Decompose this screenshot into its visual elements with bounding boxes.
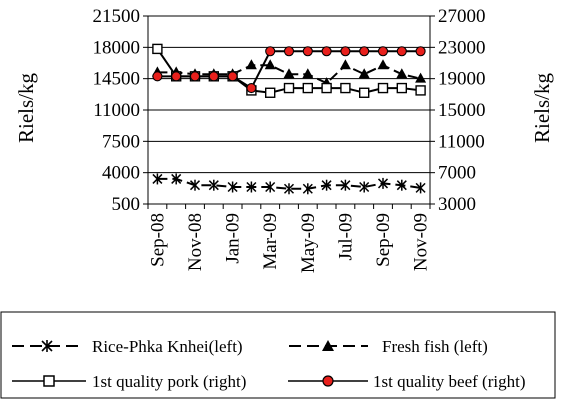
legend-label-rice: Rice-Phka Knhei(left): [92, 337, 243, 356]
right-tick-label: 19000: [438, 69, 486, 90]
data-point: [415, 182, 426, 194]
legend-box: [0, 311, 556, 399]
legend: Rice-Phka Knhei(left) Fresh fish (left) …: [0, 311, 556, 399]
data-point: [396, 46, 407, 57]
right-tick-label: 7000: [438, 163, 476, 184]
data-point: [415, 46, 426, 57]
gridlines: [148, 15, 430, 205]
data-point: [246, 181, 257, 193]
data-point: [377, 82, 389, 94]
left-tick-label: 7500: [102, 131, 140, 152]
legend-label-fish: Fresh fish (left): [382, 337, 488, 356]
right-tick-label: 15000: [438, 100, 486, 121]
data-point: [377, 177, 389, 189]
legend-item-pork: 1st quality pork (right): [12, 372, 246, 391]
x-axis-ticks: Sep-08 Nov-08 Jan-09 Mar-09 May-09 Jul-09 Sep-…: [147, 204, 432, 273]
data-point: [339, 59, 351, 70]
data-point: [265, 87, 276, 98]
data-point: [359, 87, 370, 98]
series-group: [151, 43, 427, 195]
data-point: [396, 82, 407, 94]
legend-label-pork: 1st quality pork (right): [92, 372, 246, 391]
data-point: [340, 179, 351, 191]
data-point: [396, 179, 407, 191]
data-point: [152, 71, 163, 82]
left-tick-label: 14500: [93, 69, 141, 90]
legend-item-rice: Rice-Phka Knhei(left): [12, 337, 243, 356]
data-point: [265, 181, 276, 193]
data-point: [227, 71, 238, 82]
data-point: [359, 181, 370, 193]
legend-marker-rice: [41, 340, 53, 352]
data-point: [396, 68, 408, 79]
data-point: [415, 72, 427, 83]
series-0: [152, 173, 426, 195]
data-point: [340, 82, 351, 94]
legend-marker-beef: [322, 375, 334, 387]
left-axis-ticks: 500 4000 7500 11000 14500 18000 21500: [93, 6, 148, 215]
right-tick-label: 27000: [438, 6, 486, 27]
data-point: [171, 71, 182, 82]
right-tick-label: 3000: [438, 194, 476, 215]
data-point: [302, 183, 313, 195]
data-point: [415, 85, 426, 96]
x-tick-label: Jul-09: [335, 213, 356, 261]
data-point: [283, 68, 295, 79]
data-point: [321, 179, 332, 191]
legend-marker-pork: [43, 375, 55, 387]
x-tick-label: Jan-09: [223, 213, 244, 264]
series-3: [152, 46, 426, 94]
data-point: [208, 179, 219, 191]
legend-item-beef: 1st quality beef (right): [288, 372, 526, 391]
right-axis-label: Riels/kg: [530, 73, 554, 144]
left-tick-label: 21500: [93, 6, 141, 27]
data-point: [265, 46, 276, 57]
data-point: [189, 179, 201, 191]
right-tick-label: 11000: [438, 131, 485, 152]
data-point: [264, 59, 276, 70]
left-tick-label: 4000: [102, 163, 140, 184]
data-point: [189, 71, 201, 82]
left-tick-label: 11000: [93, 100, 140, 121]
data-point: [283, 82, 295, 94]
legend-marker-fish: [322, 340, 334, 351]
left-tick-label: 18000: [93, 37, 141, 58]
x-tick-label: Nov-09: [411, 213, 432, 271]
data-point: [246, 83, 257, 94]
data-point: [152, 173, 163, 185]
data-point: [302, 46, 313, 57]
data-point: [245, 59, 257, 70]
data-point: [152, 43, 163, 55]
data-point: [227, 181, 238, 193]
left-tick-label: 500: [112, 194, 141, 215]
legend-item-fish: Fresh fish (left): [289, 337, 488, 356]
x-tick-label: Sep-08: [147, 213, 168, 267]
x-tick-label: May-09: [298, 213, 319, 273]
data-point: [358, 68, 370, 79]
data-point: [208, 71, 219, 82]
data-point: [377, 59, 389, 70]
data-point: [302, 68, 314, 79]
x-tick-label: Nov-08: [185, 213, 206, 271]
data-point: [340, 46, 351, 57]
x-tick-label: Mar-09: [260, 213, 281, 270]
data-point: [171, 173, 182, 185]
legend-label-beef: 1st quality beef (right): [373, 372, 526, 391]
data-point: [321, 82, 332, 94]
data-point: [283, 183, 295, 195]
data-point: [359, 46, 370, 57]
x-tick-label: Sep-09: [373, 213, 394, 267]
data-point: [302, 82, 313, 94]
data-point: [321, 46, 332, 57]
data-point: [377, 46, 389, 57]
data-point: [283, 46, 295, 57]
right-axis-ticks: 3000 7000 11000 15000 19000 23000 27000: [430, 6, 486, 215]
left-axis-label: Riels/kg: [14, 73, 38, 144]
right-tick-label: 23000: [438, 37, 486, 58]
